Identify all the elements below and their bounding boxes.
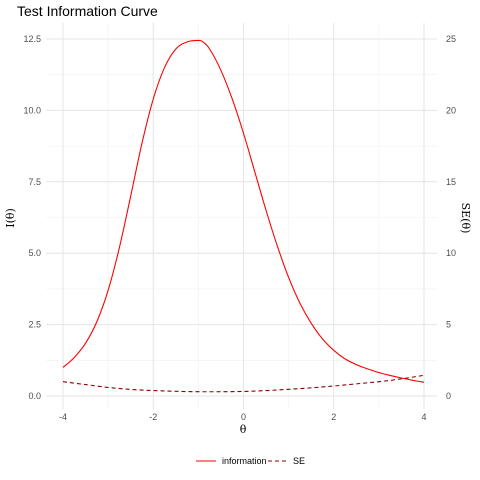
y-tick-label: 7.5 (28, 177, 41, 187)
y-tick-label: 12.5 (23, 34, 41, 44)
y2-axis-title: SE(θ) (459, 203, 472, 234)
legend-label-information: information (222, 456, 267, 466)
grid (46, 23, 437, 409)
chart-title: Test Information Curve (17, 3, 158, 19)
y2-tick-label: 10 (446, 248, 456, 258)
y-tick-label: 0.0 (28, 391, 41, 401)
x-tick-label: -4 (59, 412, 67, 422)
x-tick-label: 0 (241, 412, 246, 422)
x-tick-label: -2 (149, 412, 157, 422)
y2-tick-label: 15 (446, 177, 456, 187)
series-layer (62, 39, 425, 393)
x-tick-label: 4 (421, 412, 426, 422)
series-line-information (62, 39, 425, 383)
legend-label-se: SE (293, 456, 305, 466)
legend: information SE (196, 456, 305, 466)
y2-tick-label: 25 (446, 34, 456, 44)
y2-tick-label: 20 (446, 105, 456, 115)
y-tick-label: 5.0 (28, 248, 41, 258)
x-axis-title: θ (240, 423, 247, 436)
y-axis-title: I(θ) (4, 208, 17, 228)
y2-tick-label: 5 (446, 320, 451, 330)
ticks-layer: -4 -2 0 2 4 0.0 2.5 5.0 7.5 10.0 12.5 0 5 10 15 20 25 (23, 34, 456, 422)
x-tick-label: 2 (331, 412, 336, 422)
y-tick-label: 10.0 (23, 105, 41, 115)
y2-tick-label: 0 (446, 391, 451, 401)
y-tick-label: 2.5 (28, 320, 41, 330)
